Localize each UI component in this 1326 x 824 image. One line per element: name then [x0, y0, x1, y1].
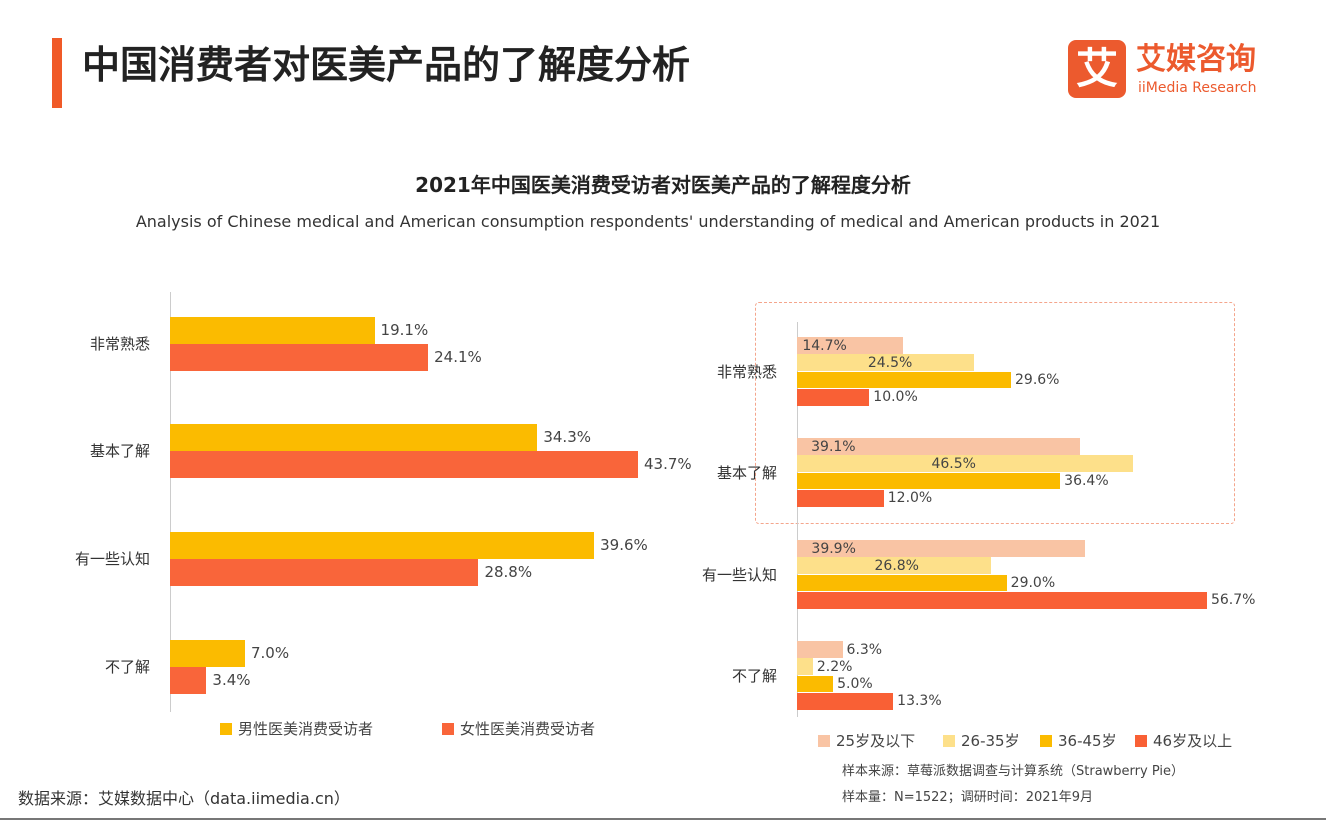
sample-size: 样本量：N=1522；调研时间：2021年9月	[842, 790, 1094, 805]
bottom-divider	[0, 818, 1326, 820]
bar	[797, 455, 1134, 473]
bar	[797, 557, 991, 575]
bar	[797, 438, 1080, 455]
data-label: 39.9%	[811, 540, 856, 557]
data-label: 13.3%	[897, 693, 942, 710]
bar	[170, 344, 429, 371]
highlight-box	[755, 302, 1235, 524]
bar	[170, 532, 595, 559]
legend-label: 男性医美消费受访者	[238, 720, 374, 738]
data-source: 数据来源：艾媒数据中心（data.iimedia.cn）	[18, 789, 350, 808]
bar	[797, 489, 884, 507]
legend-label: 女性医美消费受访者	[460, 720, 596, 738]
y-axis-left	[170, 292, 171, 712]
title-accent-bar	[52, 38, 62, 108]
bar	[170, 317, 375, 344]
bar	[170, 424, 538, 451]
bar	[170, 451, 639, 478]
bar	[797, 371, 1011, 389]
sample-source: 样本来源：草莓派数据调查与计算系统（Strawberry Pie）	[842, 764, 1184, 779]
data-label: 39.6%	[600, 536, 648, 554]
data-label: 19.1%	[380, 321, 429, 339]
bar	[797, 540, 1086, 557]
category-label: 非常熟悉	[89, 335, 150, 353]
chart-subtitle: Analysis of Chinese medical and American…	[135, 212, 1161, 231]
bar	[170, 667, 207, 694]
logo-en: iiMedia Research	[1138, 80, 1257, 96]
bar	[797, 692, 894, 710]
legend-label: 26-35岁	[961, 732, 1020, 750]
logo-cn: 艾媒咨询	[1136, 42, 1256, 77]
data-label: 26.8%	[874, 557, 919, 574]
bar	[797, 354, 975, 372]
category-label: 不了解	[104, 658, 150, 676]
legend-label: 36-45岁	[1058, 732, 1117, 750]
data-label: 5.0%	[837, 676, 873, 693]
category-label: 有一些认知	[74, 550, 150, 568]
legend-swatch	[442, 723, 454, 735]
data-label: 39.1%	[811, 438, 856, 455]
bar	[797, 591, 1207, 609]
page-title: 中国消费者对医美产品的了解度分析	[82, 43, 691, 87]
bar	[797, 388, 870, 406]
bar	[170, 559, 479, 586]
legend-swatch	[1040, 735, 1052, 747]
data-label: 7.0%	[250, 644, 290, 662]
data-label: 29.0%	[1010, 575, 1056, 592]
data-label: 34.3%	[543, 428, 591, 446]
bar	[797, 641, 843, 658]
logo-icon: 艾	[1068, 40, 1126, 98]
data-label: 14.7%	[802, 337, 847, 354]
data-label: 28.8%	[484, 563, 533, 581]
data-label: 29.6%	[1015, 372, 1060, 389]
bar	[170, 640, 245, 667]
data-label: 46.5%	[931, 455, 976, 472]
legend-swatch	[943, 735, 955, 747]
legend-swatch	[818, 735, 830, 747]
bar	[797, 574, 1007, 592]
category-label: 基本了解	[89, 442, 150, 460]
data-label: 43.7%	[644, 455, 692, 473]
legend-label: 25岁及以下	[836, 732, 916, 750]
data-label: 24.1%	[434, 348, 482, 366]
data-label: 12.0%	[887, 490, 933, 507]
category-label: 不了解	[731, 667, 777, 685]
legend-label: 46岁及以上	[1153, 732, 1233, 750]
data-label: 6.3%	[846, 641, 883, 658]
category-label: 非常熟悉	[716, 363, 777, 381]
category-label: 基本了解	[716, 464, 777, 482]
data-label: 2.2%	[816, 658, 853, 675]
data-label: 10.0%	[873, 389, 918, 406]
data-label: 24.5%	[867, 354, 913, 371]
data-label: 3.4%	[212, 671, 251, 689]
data-label: 56.7%	[1210, 592, 1256, 609]
bar	[797, 337, 904, 354]
legend-swatch	[1135, 735, 1147, 747]
y-axis-right	[797, 322, 798, 717]
bar	[797, 658, 813, 676]
data-label: 36.4%	[1064, 473, 1109, 490]
bar	[797, 675, 834, 693]
category-label: 有一些认知	[701, 566, 777, 584]
legend-swatch	[220, 723, 232, 735]
chart-title: 2021年中国医美消费受访者对医美产品的了解程度分析	[415, 173, 911, 197]
bar	[797, 472, 1061, 490]
